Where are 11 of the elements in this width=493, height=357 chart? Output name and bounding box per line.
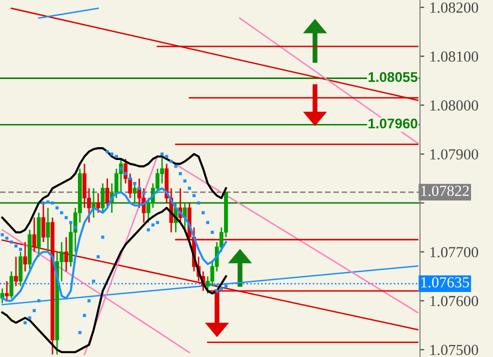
ref-line-label: 1.07635: [421, 277, 470, 288]
y-tick-label: 1.07500: [430, 344, 478, 356]
y-tick-label: 1.08100: [430, 51, 478, 62]
y-tick-label: 1.07600: [430, 296, 478, 306]
y-tick-label: 1.08200: [430, 2, 478, 13]
ref-line-label: 1.08055: [368, 72, 418, 82]
y-tick-label: 1.07900: [430, 149, 478, 160]
y-tick-label: 1.07700: [430, 246, 478, 258]
ref-line-label: 1.07960: [368, 118, 418, 128]
ref-line-label: 1.07822: [421, 186, 469, 196]
y-tick-label: 1.08000: [430, 100, 478, 111]
